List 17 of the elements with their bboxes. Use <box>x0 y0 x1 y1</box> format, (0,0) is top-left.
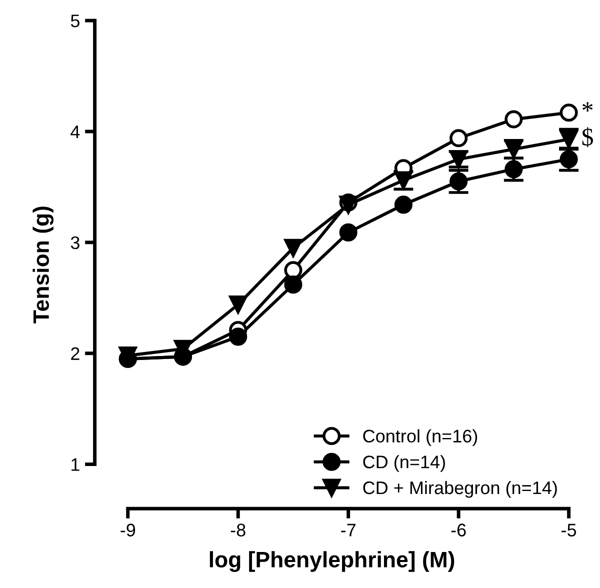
legend-label: Control (n=16) <box>363 429 478 446</box>
y-axis-title: Tension (g) <box>32 206 54 324</box>
y-tick-label: 3 <box>70 236 80 250</box>
annotation: * <box>582 102 593 112</box>
x-axis-title: log [Phenylephrine] (M) <box>210 551 454 572</box>
legend-label: CD (n=14) <box>363 455 445 472</box>
y-tick-label: 1 <box>72 458 80 471</box>
x-tick-label: -6 <box>451 524 466 536</box>
y-tick-label: 4 <box>70 126 80 138</box>
y-tick-label: 5 <box>70 14 80 28</box>
x-tick-label: -5 <box>562 524 576 536</box>
x-tick-label: -7 <box>341 524 356 536</box>
y-tick-label: 2 <box>71 347 80 360</box>
x-tick-label: -9 <box>120 524 136 536</box>
legend-label: CD + Mirabegron (n=14) <box>363 480 557 498</box>
x-tick-label: -8 <box>230 524 246 536</box>
annotation: $ <box>582 127 594 148</box>
